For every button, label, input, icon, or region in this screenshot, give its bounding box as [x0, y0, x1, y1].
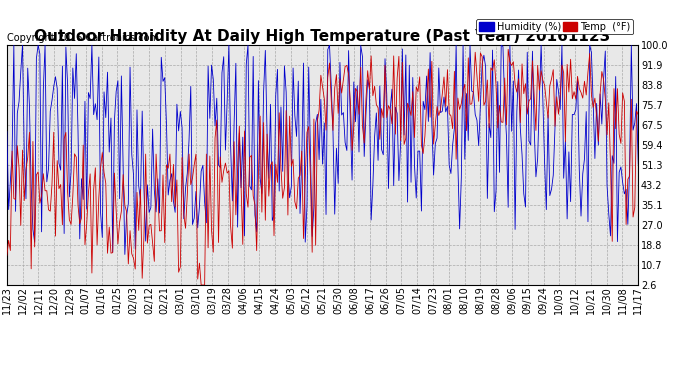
Title: Outdoor Humidity At Daily High Temperature (Past Year) 20161123: Outdoor Humidity At Daily High Temperatu… [34, 29, 611, 44]
Text: Copyright 2016 Cartronics.com: Copyright 2016 Cartronics.com [7, 33, 159, 43]
Legend: Humidity (%), Temp  (°F): Humidity (%), Temp (°F) [476, 19, 633, 34]
